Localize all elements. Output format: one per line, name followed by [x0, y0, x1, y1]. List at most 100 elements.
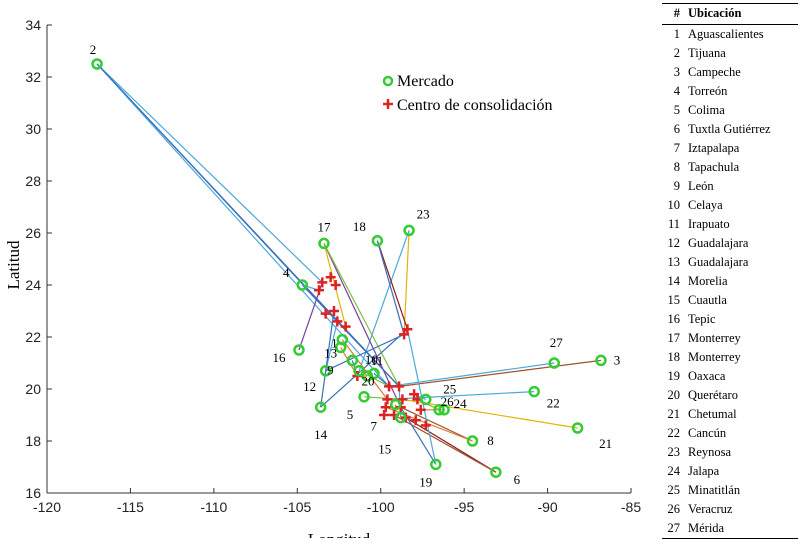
- table-cell-number: 16: [667, 312, 681, 326]
- table-cell-location: Chetumal: [688, 407, 737, 421]
- market-marker: [403, 224, 415, 237]
- table-row: 23 Reynosa: [662, 443, 798, 462]
- table-cell-number: 10: [667, 198, 681, 212]
- table-row: 10 Celaya: [662, 196, 798, 215]
- market-marker: [430, 458, 442, 471]
- market-label: 9: [327, 362, 334, 377]
- table-cell-number: 7: [673, 141, 680, 155]
- consolidation-center-marker: [330, 280, 341, 290]
- table-cell-number: 21: [667, 407, 681, 421]
- connection-line: [325, 321, 338, 371]
- market-marker: [296, 279, 309, 291]
- market-label: 11: [371, 353, 384, 368]
- consolidation-center-marker: [402, 324, 413, 335]
- table-cell-number: 3: [673, 65, 680, 79]
- x-tick-label: -115: [117, 499, 144, 515]
- table-cell-number: 8: [673, 160, 680, 174]
- market-marker: [353, 365, 365, 377]
- connection-line: [400, 406, 473, 442]
- market-marker: [371, 235, 384, 247]
- market-label: 26: [441, 394, 455, 409]
- y-tick-label: 22: [25, 329, 41, 345]
- table-cell-number: 11: [667, 217, 680, 231]
- market-label: 19: [419, 474, 432, 489]
- consolidation-center-marker: [340, 321, 351, 332]
- market-label: 15: [378, 442, 391, 457]
- market-label: 8: [487, 433, 494, 448]
- connection-line: [301, 284, 400, 387]
- table-cell-location: Monterrey: [688, 331, 741, 345]
- consolidation-center-marker: [384, 381, 395, 392]
- connection-line: [393, 414, 497, 473]
- table-cell-number: 14: [667, 274, 681, 288]
- connection-line: [323, 243, 400, 387]
- table-row: 26 Veracruz: [662, 500, 798, 519]
- market-label: 16: [272, 350, 286, 365]
- connection-line: [325, 333, 405, 372]
- market-marker: [571, 422, 584, 434]
- table-cell-location: Querétaro: [688, 388, 738, 402]
- market-label: 24: [454, 396, 468, 411]
- connection-line: [96, 63, 323, 283]
- connection-line: [96, 63, 390, 387]
- consolidation-center-marker: [328, 306, 339, 316]
- table-row: 14 Morelia: [662, 272, 798, 291]
- table-row: 4 Torreón: [662, 82, 798, 101]
- connection-line: [320, 310, 335, 408]
- table-row: 25 Minatitlán: [662, 481, 798, 500]
- axes: -120 -115 -110 -105 -100 -95 -90 -8516182022242…: [25, 17, 641, 515]
- market-marker: [433, 404, 445, 416]
- market-marker: [420, 393, 432, 406]
- table-row: 1 Aguascalientes: [662, 25, 798, 45]
- table-cell-number: 12: [667, 236, 681, 250]
- legend-center-marker: [383, 99, 393, 109]
- legend: Mercado Centro de consolidación: [382, 73, 553, 114]
- market-marker: [548, 357, 560, 369]
- table-cell-location: Tepic: [688, 312, 716, 326]
- table-cell-location: Aguascalientes: [688, 27, 764, 41]
- table-cell-location: Jalapa: [688, 464, 720, 478]
- market-label: 17: [317, 219, 331, 234]
- market-label: 7: [370, 419, 377, 434]
- table-row: 20 Querétaro: [662, 386, 798, 405]
- market-marker: [466, 435, 479, 447]
- consolidation-center-marker: [409, 389, 420, 400]
- consolidation-center-marker: [394, 381, 405, 392]
- connection-line: [387, 391, 535, 400]
- table-row: 3 Campeche: [662, 63, 798, 82]
- market-marker: [293, 344, 305, 356]
- table-cell-number: 19: [667, 369, 681, 383]
- y-tick-label: 28: [25, 173, 41, 189]
- table-row: 11 Irapuato: [662, 215, 798, 234]
- table-cell-location: Cancún: [688, 426, 727, 440]
- market-marker: [319, 365, 332, 377]
- market-marker: [314, 401, 327, 413]
- consolidation-center-marker: [332, 316, 343, 327]
- market-label: 20: [362, 373, 375, 388]
- consolidation-center-marker: [397, 394, 408, 405]
- x-tick-label: -100: [367, 499, 395, 515]
- market-label: 4: [283, 265, 290, 280]
- market-marker: [91, 58, 103, 70]
- market-marker: [361, 370, 374, 382]
- x-tick-label: -105: [283, 499, 311, 515]
- x-tick-label: -120: [33, 499, 61, 515]
- table-row: 24 Jalapa: [662, 462, 798, 481]
- table-row: 21 Chetumal: [662, 405, 798, 424]
- table-cell-location: Campeche: [688, 65, 741, 79]
- table-cell-number: 25: [667, 483, 681, 497]
- table-cell-location: Cuautla: [688, 293, 727, 307]
- consolidation-center-marker: [415, 404, 426, 415]
- table-cell-location: Tapachula: [688, 160, 740, 174]
- table-header-row: # Ubicación: [662, 3, 798, 25]
- market-label: 18: [353, 219, 366, 234]
- table-row: 12 Guadalajara: [662, 234, 798, 253]
- market-label: 10: [365, 352, 378, 367]
- y-tick-label: 34: [25, 17, 41, 33]
- consolidation-center-marker: [379, 410, 390, 420]
- x-tick-label: -110: [200, 499, 227, 515]
- table-cell-location: Monterrey: [688, 350, 741, 364]
- consolidation-center-marker: [420, 420, 431, 431]
- connection-line: [376, 240, 408, 330]
- table-cell-number: 5: [673, 103, 680, 117]
